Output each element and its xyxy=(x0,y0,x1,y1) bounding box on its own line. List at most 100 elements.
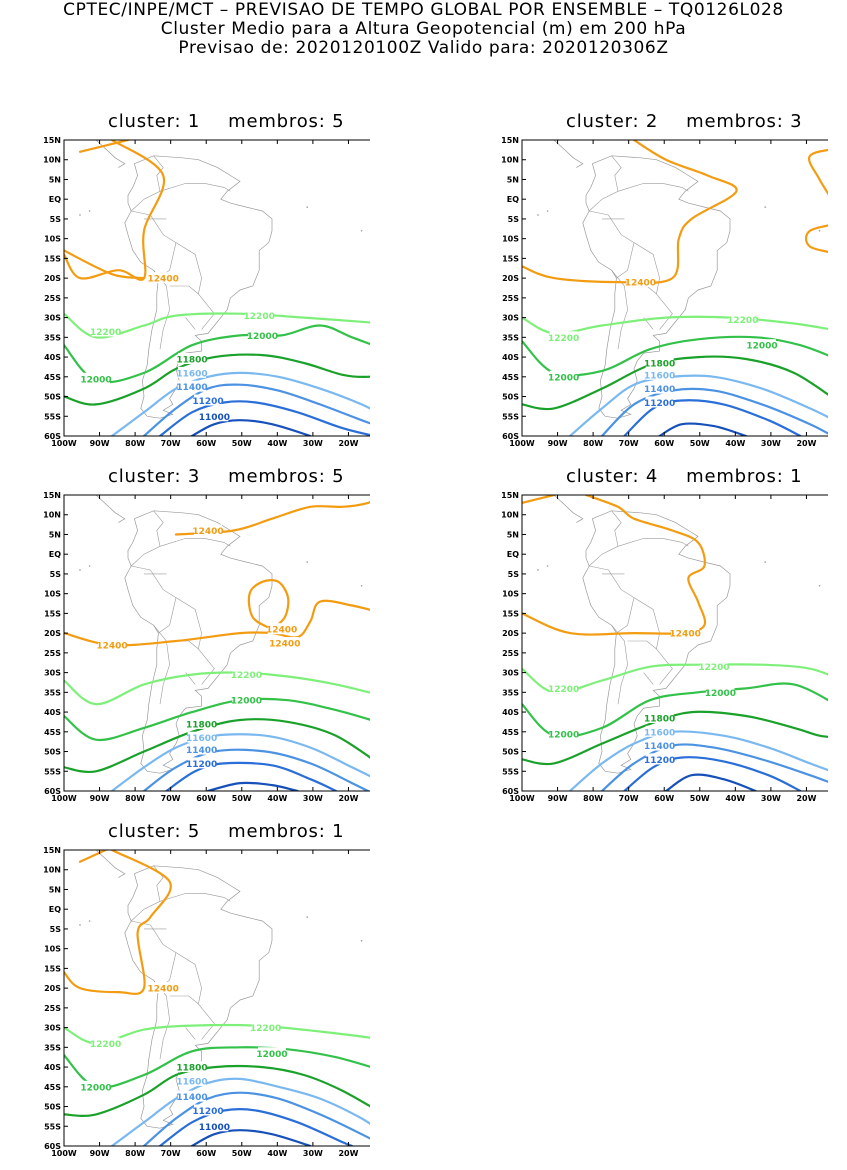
lat-label: 35S xyxy=(502,688,519,697)
contour-line-11800 xyxy=(64,1065,370,1117)
lat-label: 35S xyxy=(44,333,61,342)
lat-label: EQ xyxy=(507,550,519,559)
coastline-central-america xyxy=(95,495,126,523)
contour-label-bg xyxy=(248,329,277,341)
contour-line-12400 xyxy=(522,495,556,504)
contour-label-bg xyxy=(178,1090,206,1102)
contour-label-bg xyxy=(270,637,299,648)
members-label: membros: 5 xyxy=(228,466,345,487)
contour-label-bg xyxy=(645,382,674,394)
contour-label-bg xyxy=(645,356,674,368)
country-border xyxy=(130,155,164,212)
contour-label-bg xyxy=(706,686,735,698)
lat-label: 5N xyxy=(49,175,61,184)
contour-line-11600 xyxy=(110,1077,370,1146)
country-border xyxy=(656,648,673,685)
contour-map: 12400 12200 12200 12000 12000 11800 11600 11400… xyxy=(501,492,828,803)
contour-line-11800 xyxy=(64,718,370,774)
contour-label-bg xyxy=(645,753,674,765)
lon-label: 50W xyxy=(232,1149,252,1158)
contour-label-bg xyxy=(187,743,216,755)
contour-label: 11200 xyxy=(192,397,223,407)
lon-label: 70W xyxy=(161,794,181,803)
lon-label: 100W xyxy=(51,794,77,803)
contour-label-bg xyxy=(200,410,229,422)
lat-label: 40S xyxy=(44,353,61,362)
contour-label: 12200 xyxy=(548,685,579,695)
contour-label: 12000 xyxy=(231,697,262,707)
contour-label: 11400 xyxy=(186,746,217,756)
map-frame xyxy=(63,494,370,792)
lon-label: 40W xyxy=(725,439,745,448)
lat-label: 25S xyxy=(44,649,61,658)
lat-label: EQ xyxy=(49,550,61,559)
contour-label: 11000 xyxy=(199,413,230,423)
lat-label: 35S xyxy=(44,688,61,697)
lon-label: 30W xyxy=(303,439,323,448)
lat-label: 30S xyxy=(502,669,519,678)
lon-label: 100W xyxy=(509,794,535,803)
contour-group: 12400 12200 12200 12000 12000 11800 11600 11400… xyxy=(522,495,828,791)
island xyxy=(79,569,81,571)
island xyxy=(764,561,766,563)
island xyxy=(764,206,766,208)
map-frame xyxy=(63,139,370,437)
forecast-dates: Previsao de: 2020120100Z Valido para: 20… xyxy=(178,38,669,58)
lat-label: 60S xyxy=(502,432,519,441)
country-border xyxy=(169,285,199,295)
lat-label: 60S xyxy=(44,787,61,796)
lon-label: 100W xyxy=(51,1149,77,1158)
contour-label: 11800 xyxy=(176,356,207,366)
lat-label: 5S xyxy=(508,570,520,579)
island xyxy=(360,939,363,942)
coastline-central-america xyxy=(553,140,584,168)
map-panel-1: cluster: 1 membros: 5 12400 12200 12200 1200… xyxy=(30,111,370,460)
contour-line-11600 xyxy=(568,730,828,791)
lon-label: 70W xyxy=(619,794,639,803)
land-outline xyxy=(79,140,363,419)
lat-label: 15N xyxy=(43,137,61,145)
lat-label: 15S xyxy=(44,964,61,973)
contour-label: 11800 xyxy=(176,1064,207,1074)
lat-label: 15S xyxy=(44,609,61,618)
contour-line-12400 xyxy=(64,850,172,995)
lon-label: 20W xyxy=(338,794,358,803)
lat-label: 45S xyxy=(502,373,519,382)
lat-label: 20S xyxy=(502,629,519,638)
lon-label: 50W xyxy=(690,794,710,803)
lat-label: 45S xyxy=(502,728,519,737)
country-border xyxy=(159,538,231,547)
contour-label: 11200 xyxy=(186,760,217,770)
lat-label: 5N xyxy=(49,530,61,539)
cluster-label: cluster: 1 xyxy=(108,111,201,132)
cluster-label: cluster: 3 xyxy=(108,466,201,487)
lat-label: 30S xyxy=(44,1024,61,1033)
island xyxy=(360,229,363,232)
lon-label: 80W xyxy=(583,439,603,448)
country-border xyxy=(198,293,215,330)
country-border xyxy=(159,183,231,192)
lat-label: 35S xyxy=(44,1043,61,1052)
lat-label: 10N xyxy=(501,156,519,165)
contour-label: 12400 xyxy=(266,626,297,636)
lon-label: 60W xyxy=(196,439,216,448)
contour-label: 12400 xyxy=(148,275,179,285)
country-border xyxy=(153,625,170,705)
land-outline xyxy=(79,850,363,1129)
lon-label: 90W xyxy=(90,794,110,803)
contour-line-12200 xyxy=(522,315,828,335)
lon-label: 20W xyxy=(338,1149,358,1158)
contour-label-bg xyxy=(178,1074,206,1086)
contour-line-12400 xyxy=(804,224,828,253)
island xyxy=(360,584,363,587)
contour-label: 12200 xyxy=(250,1024,281,1034)
contour-label-bg xyxy=(645,739,674,751)
contour-label: 11400 xyxy=(176,1093,207,1103)
country-border xyxy=(589,210,635,279)
contour-label: 11600 xyxy=(644,371,675,381)
contour-line-11000 xyxy=(658,422,748,436)
lat-label: 60S xyxy=(44,432,61,441)
lat-label: 50S xyxy=(44,748,61,757)
coastline-central-america xyxy=(553,495,584,523)
contour-line-11600 xyxy=(568,374,828,436)
